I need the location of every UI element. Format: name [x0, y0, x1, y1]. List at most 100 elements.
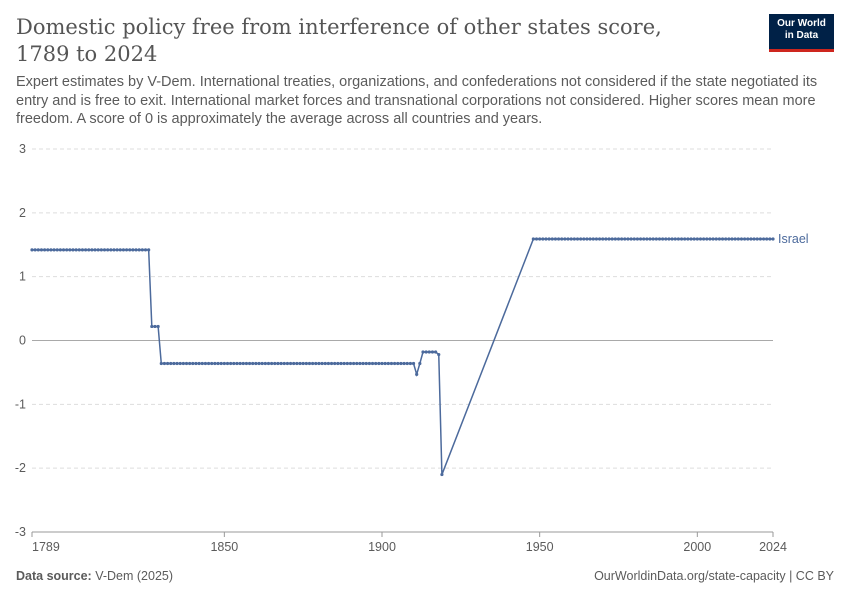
data-point — [292, 361, 296, 366]
data-point — [437, 352, 441, 357]
data-point — [121, 248, 126, 252]
data-point — [342, 361, 346, 366]
data-point — [538, 237, 542, 241]
data-point — [55, 248, 59, 252]
data-point — [159, 361, 163, 366]
data-point — [399, 361, 403, 366]
data-point — [222, 361, 226, 366]
data-point — [288, 361, 293, 366]
data-point — [323, 361, 327, 366]
data-point — [181, 361, 185, 366]
data-point — [582, 237, 586, 241]
data-point — [339, 361, 343, 366]
data-point — [629, 237, 633, 241]
data-point — [686, 237, 690, 241]
data-point — [739, 237, 744, 241]
data-point — [125, 248, 129, 252]
data-point — [374, 361, 378, 366]
data-point — [172, 361, 176, 366]
data-point — [418, 361, 422, 366]
data-point — [225, 361, 230, 366]
data-source-label: Data source: — [16, 569, 92, 583]
y-tick-label: 2 — [19, 206, 26, 220]
data-point — [553, 237, 558, 241]
data-point — [49, 248, 53, 252]
data-point — [273, 361, 277, 366]
data-point — [304, 361, 308, 366]
data-point — [345, 361, 349, 366]
data-point — [348, 361, 353, 366]
data-point — [175, 361, 179, 366]
data-point — [657, 237, 662, 241]
data-point — [758, 237, 762, 241]
data-point — [566, 237, 570, 241]
data-point — [396, 361, 400, 366]
data-point — [676, 237, 681, 241]
data-point — [594, 237, 599, 241]
data-point — [74, 248, 78, 252]
data-point — [87, 248, 91, 252]
data-point — [219, 361, 223, 366]
data-point — [717, 237, 722, 241]
data-point — [150, 324, 154, 329]
data-point — [194, 361, 198, 366]
data-point — [679, 237, 684, 241]
data-point — [638, 237, 643, 241]
series-line-israel — [32, 238, 773, 475]
data-point — [386, 361, 390, 366]
data-point — [610, 237, 614, 241]
data-point — [263, 361, 267, 366]
data-point — [591, 237, 595, 241]
owid-logo[interactable]: Our World in Data — [769, 14, 834, 52]
x-tick-label: 2024 — [759, 540, 787, 554]
data-point — [588, 237, 592, 241]
footer-link[interactable]: OurWorldinData.org/state-capacity | CC B… — [594, 569, 834, 583]
data-point — [36, 248, 40, 252]
data-point — [393, 361, 397, 366]
data-point — [326, 361, 330, 366]
data-point — [730, 237, 734, 241]
data-point — [550, 237, 554, 241]
data-point — [727, 237, 731, 241]
data-point — [705, 237, 709, 241]
data-point — [279, 361, 283, 366]
data-point — [768, 237, 772, 241]
y-tick-label: 1 — [19, 270, 26, 284]
data-point — [270, 361, 274, 366]
data-point — [96, 248, 100, 252]
data-point — [563, 237, 567, 241]
data-point — [93, 248, 97, 252]
data-point — [724, 237, 728, 241]
data-source-value[interactable]: V-Dem (2025) — [95, 569, 174, 583]
data-point — [257, 361, 261, 366]
data-point — [355, 361, 359, 366]
data-point — [547, 237, 551, 241]
data-point — [320, 361, 324, 366]
data-point — [184, 361, 189, 366]
data-point — [260, 361, 264, 366]
data-point — [692, 237, 696, 241]
data-point — [188, 361, 192, 366]
x-tick-label: 1900 — [368, 540, 396, 554]
data-point — [247, 361, 252, 366]
data-point — [77, 248, 81, 252]
data-point — [597, 237, 602, 241]
data-point — [115, 248, 119, 252]
data-point — [165, 361, 170, 366]
data-point — [708, 237, 712, 241]
y-tick-label: 0 — [19, 334, 26, 348]
data-point — [244, 361, 249, 366]
data-point — [771, 237, 775, 241]
data-point — [569, 237, 573, 241]
data-point — [361, 361, 365, 366]
data-point — [210, 361, 214, 366]
data-point — [405, 361, 409, 366]
data-point — [415, 372, 419, 376]
data-point — [33, 248, 37, 252]
data-point — [285, 361, 290, 366]
data-point — [229, 361, 233, 366]
y-tick-label: -1 — [15, 397, 26, 411]
data-point — [30, 248, 34, 252]
data-point — [367, 361, 371, 366]
data-point — [572, 237, 576, 241]
